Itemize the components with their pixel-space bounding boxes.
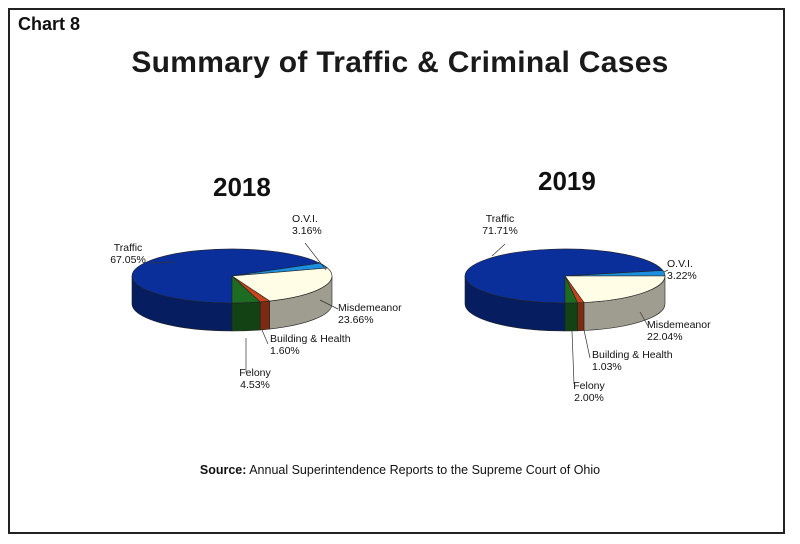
slice-label-o-v-i: O.V.I.: [667, 258, 693, 270]
pie-side-felony: [231, 301, 261, 332]
source-text: Annual Superintendence Reports to the Su…: [249, 463, 601, 477]
pie-sides: [131, 275, 333, 332]
slice-label-o-v-i: O.V.I.: [292, 213, 318, 225]
leader-line-building-health: [261, 329, 269, 345]
slice-pct-traffic: 71.71%: [482, 225, 518, 237]
slice-label-misdemeanor: Misdemeanor: [647, 319, 711, 331]
pie-slice-felony: [564, 275, 578, 304]
slice-pct-felony: 2.00%: [574, 392, 604, 404]
slice-label-misdemeanor: Misdemeanor: [338, 302, 402, 314]
slice-label-felony: Felony: [239, 367, 271, 379]
leader-line-o-v-i: [304, 242, 327, 271]
leader-line-misdemeanor: [319, 299, 339, 310]
pie-side-building-health: [259, 300, 270, 331]
leader-line-traffic: [491, 243, 506, 257]
slice-label-building-health: Building & Health: [592, 349, 673, 361]
slice-label-traffic: Traffic: [114, 242, 143, 254]
slice-pct-o-v-i: 3.22%: [667, 270, 697, 282]
slice-pct-felony: 4.53%: [240, 379, 270, 391]
chart-title: Summary of Traffic & Criminal Cases: [131, 46, 669, 79]
source-note: Source: Annual Superintendence Reports t…: [150, 462, 650, 479]
pie-side-building-health: [577, 302, 585, 332]
pie-2019-title: 2019: [538, 166, 596, 196]
pie-slice-traffic: [464, 248, 664, 304]
leader-line-building-health: [583, 329, 591, 359]
pie-2018-title: 2018: [213, 172, 271, 202]
slice-pct-building-health: 1.03%: [592, 361, 622, 373]
pie-slice-traffic: [131, 248, 321, 304]
slice-pct-traffic: 67.05%: [110, 254, 146, 266]
slice-pct-misdemeanor: 23.66%: [338, 314, 374, 326]
pie-side-felony: [564, 302, 578, 332]
leader-line-felony: [571, 330, 575, 385]
pie-slice-felony: [231, 275, 261, 304]
pie-slice-misdemeanor: [231, 267, 333, 302]
slice-pct-building-health: 1.60%: [270, 345, 300, 357]
slice-label-felony: Felony: [573, 380, 605, 392]
slice-pct-misdemeanor: 22.04%: [647, 331, 683, 343]
slice-label-traffic: Traffic: [486, 213, 515, 225]
source-prefix: Source:: [199, 463, 247, 477]
pie-slice-misdemeanor: [564, 275, 666, 303]
slice-pct-o-v-i: 3.16%: [292, 225, 322, 237]
leader-line-traffic: [149, 261, 176, 264]
chart-number-label: Chart 8: [18, 14, 81, 34]
leader-line-misdemeanor: [639, 311, 649, 327]
leader-line-o-v-i: [663, 269, 669, 273]
slice-label-building-health: Building & Health: [270, 333, 351, 345]
